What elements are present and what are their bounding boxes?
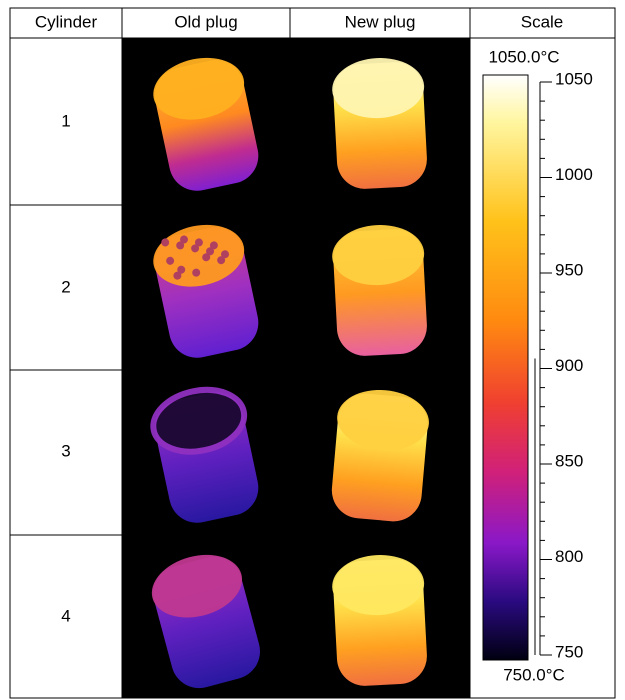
plug-speck xyxy=(176,241,185,250)
row-label: 1 xyxy=(61,111,70,130)
plug-top xyxy=(151,554,243,618)
plug-speck xyxy=(166,256,175,265)
thermal-image xyxy=(153,224,259,358)
row-label: 3 xyxy=(61,441,70,460)
header-cell: Old plug xyxy=(174,12,237,31)
thermal-image xyxy=(150,386,259,523)
tick-label: 1000 xyxy=(555,165,593,184)
thermal-image xyxy=(332,554,427,686)
thermal-image xyxy=(153,57,259,191)
thermal-image xyxy=(332,57,427,189)
plug-speck xyxy=(202,253,211,262)
plug-top xyxy=(332,224,425,286)
plug-top xyxy=(153,224,245,287)
thermal-image xyxy=(151,554,260,689)
plug-speck xyxy=(180,235,189,244)
row-label: 4 xyxy=(61,606,70,625)
color-bar xyxy=(482,74,529,661)
plug-speck xyxy=(194,238,203,247)
header-cell: Scale xyxy=(521,12,564,31)
tick-label: 850 xyxy=(555,451,583,470)
plug-speck xyxy=(217,256,226,265)
plug-top xyxy=(337,389,429,451)
plug-top xyxy=(153,57,245,120)
tick-label: 1050 xyxy=(555,69,593,88)
tick-label: 950 xyxy=(555,260,583,279)
plug-speck xyxy=(206,247,215,256)
plug-top xyxy=(332,57,425,119)
thermal-image xyxy=(332,224,427,356)
plug-speck xyxy=(192,268,201,277)
plug-speck xyxy=(220,250,229,259)
tick-label: 900 xyxy=(555,356,583,375)
header-cell: New plug xyxy=(345,12,416,31)
plug-speck xyxy=(173,271,182,280)
plug-speck xyxy=(161,238,170,247)
row-label: 2 xyxy=(61,277,70,296)
scale-min-label: 750.0°C xyxy=(503,665,565,684)
plug-speck xyxy=(191,244,200,253)
plug-speck xyxy=(177,265,186,274)
plug-speck xyxy=(209,241,218,250)
tick-label: 750 xyxy=(555,642,583,661)
table-grid xyxy=(9,7,616,699)
thermal-image xyxy=(331,389,429,522)
scale-max-label: 1050.0°C xyxy=(488,47,559,66)
plug-top xyxy=(150,386,248,455)
plug-top xyxy=(332,554,425,616)
tick-label: 800 xyxy=(555,547,583,566)
header-cell: Cylinder xyxy=(35,12,98,31)
